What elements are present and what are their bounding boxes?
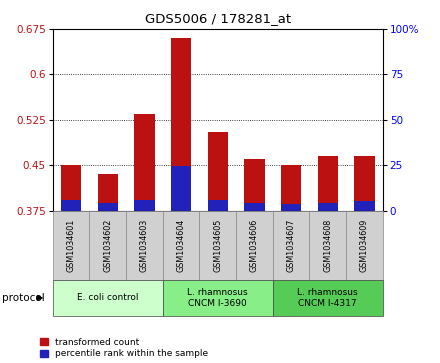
Bar (354, 201, 374, 211)
Bar (273, 211, 309, 280)
Legend: transformed count, percentile rank within the sample: transformed count, percentile rank withi… (40, 338, 208, 359)
Bar (236, 211, 273, 280)
Bar (134, 114, 154, 211)
Title: GDS5006 / 178281_at: GDS5006 / 178281_at (145, 12, 291, 25)
Bar (163, 280, 273, 316)
Text: GSM1034608: GSM1034608 (323, 219, 332, 272)
Bar (309, 211, 346, 280)
Bar (281, 204, 301, 211)
Text: L. rhamnosus
CNCM I-3690: L. rhamnosus CNCM I-3690 (187, 288, 248, 307)
Bar (208, 132, 228, 211)
Text: GSM1034607: GSM1034607 (286, 219, 296, 272)
Bar (98, 203, 118, 211)
Bar (318, 203, 338, 211)
Text: GSM1034606: GSM1034606 (250, 219, 259, 272)
Bar (89, 211, 126, 280)
Bar (318, 156, 338, 211)
Bar (199, 211, 236, 280)
Bar (281, 165, 301, 211)
Bar (273, 280, 383, 316)
Text: GSM1034603: GSM1034603 (140, 219, 149, 272)
Bar (171, 38, 191, 211)
Text: L. rhamnosus
CNCM I-4317: L. rhamnosus CNCM I-4317 (297, 288, 358, 307)
Bar (53, 280, 163, 316)
Text: protocol: protocol (2, 293, 45, 303)
Bar (98, 174, 118, 211)
Bar (171, 166, 191, 211)
Bar (134, 200, 154, 211)
Text: GSM1034605: GSM1034605 (213, 219, 222, 272)
Text: GSM1034602: GSM1034602 (103, 219, 112, 272)
Bar (61, 165, 81, 211)
Text: GSM1034604: GSM1034604 (176, 219, 186, 272)
Bar (126, 211, 163, 280)
Bar (53, 211, 89, 280)
Bar (244, 203, 264, 211)
Bar (346, 211, 383, 280)
Text: GSM1034601: GSM1034601 (66, 219, 76, 272)
Bar (163, 211, 199, 280)
Bar (61, 200, 81, 211)
Bar (354, 156, 374, 211)
Bar (244, 159, 264, 211)
Bar (208, 200, 228, 211)
Text: GSM1034609: GSM1034609 (360, 219, 369, 272)
Text: E. coli control: E. coli control (77, 293, 139, 302)
